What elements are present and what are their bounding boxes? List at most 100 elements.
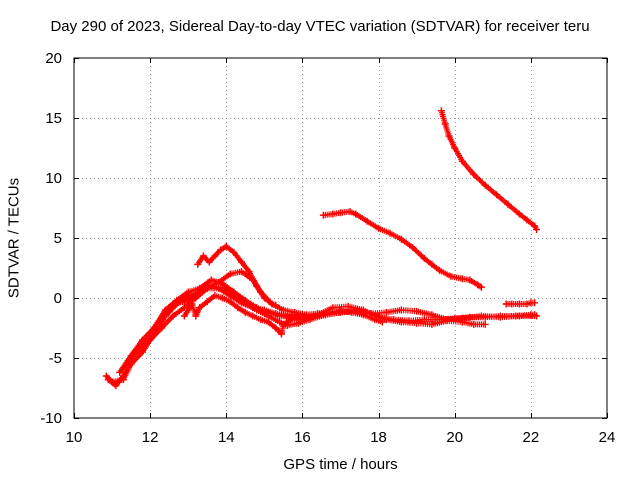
- series-track-7: [319, 208, 485, 291]
- data-point: [192, 312, 200, 320]
- data-point: [508, 300, 516, 308]
- data-point: [302, 314, 310, 322]
- data-point: [253, 304, 261, 312]
- data-point: [458, 157, 466, 165]
- data-point: [150, 324, 158, 332]
- data-point: [371, 316, 379, 324]
- data-point: [337, 209, 344, 217]
- data-point: [120, 372, 127, 380]
- data-point: [203, 298, 211, 306]
- y-tick-label: 20: [45, 50, 62, 67]
- data-point: [477, 312, 485, 320]
- data-point: [180, 312, 188, 320]
- data-point: [102, 372, 110, 380]
- data-point: [382, 316, 390, 324]
- data-point: [319, 211, 327, 219]
- series-trace: [116, 277, 487, 376]
- x-axis-label: GPS time / hours: [283, 456, 398, 473]
- data-point: [436, 266, 443, 274]
- data-point: [533, 226, 541, 234]
- series-trace: [438, 107, 539, 231]
- data-point: [458, 275, 466, 283]
- data-point: [428, 260, 436, 268]
- series-track-1: [102, 284, 539, 386]
- plot-area: [102, 107, 541, 390]
- data-point: [437, 107, 445, 115]
- data-point: [477, 283, 485, 291]
- data-point: [127, 352, 135, 360]
- data-point: [287, 316, 295, 324]
- data-point: [222, 242, 230, 250]
- data-point: [104, 376, 112, 384]
- data-point: [230, 248, 238, 256]
- data-point: [241, 308, 249, 316]
- data-point: [428, 320, 436, 328]
- data-point: [188, 300, 196, 308]
- series-trace: [320, 208, 484, 290]
- data-point: [481, 320, 489, 328]
- data-point: [397, 306, 405, 314]
- data-point: [420, 316, 428, 324]
- data-point: [226, 298, 234, 306]
- x-tick-label: 16: [294, 429, 311, 446]
- data-point: [474, 281, 482, 289]
- data-point: [241, 296, 249, 304]
- y-tick-label: 10: [45, 170, 62, 187]
- data-point: [420, 254, 428, 262]
- data-point: [194, 260, 202, 268]
- data-point: [375, 224, 383, 232]
- data-point: [531, 222, 539, 230]
- series-track-8: [437, 107, 541, 234]
- data-point: [180, 298, 188, 306]
- data-point: [314, 310, 322, 318]
- data-point: [278, 330, 285, 338]
- data-point: [382, 308, 390, 316]
- data-point: [276, 312, 284, 320]
- data-point: [397, 235, 405, 243]
- data-point: [257, 316, 265, 324]
- series-track-5: [194, 242, 280, 309]
- data-point: [413, 307, 421, 315]
- data-point: [441, 120, 449, 128]
- data-point: [276, 318, 284, 326]
- y-tick-label: -10: [40, 410, 62, 427]
- data-point: [238, 258, 245, 266]
- data-point: [445, 132, 453, 140]
- data-point: [196, 304, 204, 312]
- data-point: [413, 319, 421, 327]
- x-tick-label: 18: [370, 429, 387, 446]
- data-point: [470, 320, 478, 328]
- data-point: [184, 288, 192, 296]
- data-point: [211, 252, 219, 260]
- data-point: [515, 300, 523, 308]
- data-point: [291, 308, 299, 316]
- data-point: [253, 282, 261, 290]
- data-point: [363, 217, 371, 225]
- data-point: [378, 318, 386, 326]
- data-point: [523, 216, 531, 224]
- data-point: [531, 299, 539, 307]
- plot-frame: [73, 57, 608, 419]
- data-point: [272, 301, 280, 309]
- data-point: [279, 306, 287, 314]
- data-point: [205, 258, 213, 266]
- data-point: [238, 268, 245, 276]
- data-point: [169, 312, 177, 320]
- series-track-6: [180, 292, 310, 338]
- data-point: [230, 288, 238, 296]
- data-point: [295, 316, 303, 324]
- data-point: [217, 246, 225, 254]
- data-point: [325, 308, 333, 316]
- axes: 10 12 14 16 18 20 22 24 -10 -5 0 5 10 15 20: [40, 50, 615, 446]
- data-point: [264, 308, 272, 316]
- x-tick-label: 20: [446, 429, 463, 446]
- grid-lines: [74, 58, 607, 418]
- data-point: [496, 313, 504, 321]
- data-point: [409, 244, 417, 252]
- data-point: [211, 292, 219, 300]
- data-point: [268, 300, 276, 308]
- data-point: [234, 304, 242, 312]
- data-point: [169, 300, 177, 308]
- data-point: [116, 368, 124, 376]
